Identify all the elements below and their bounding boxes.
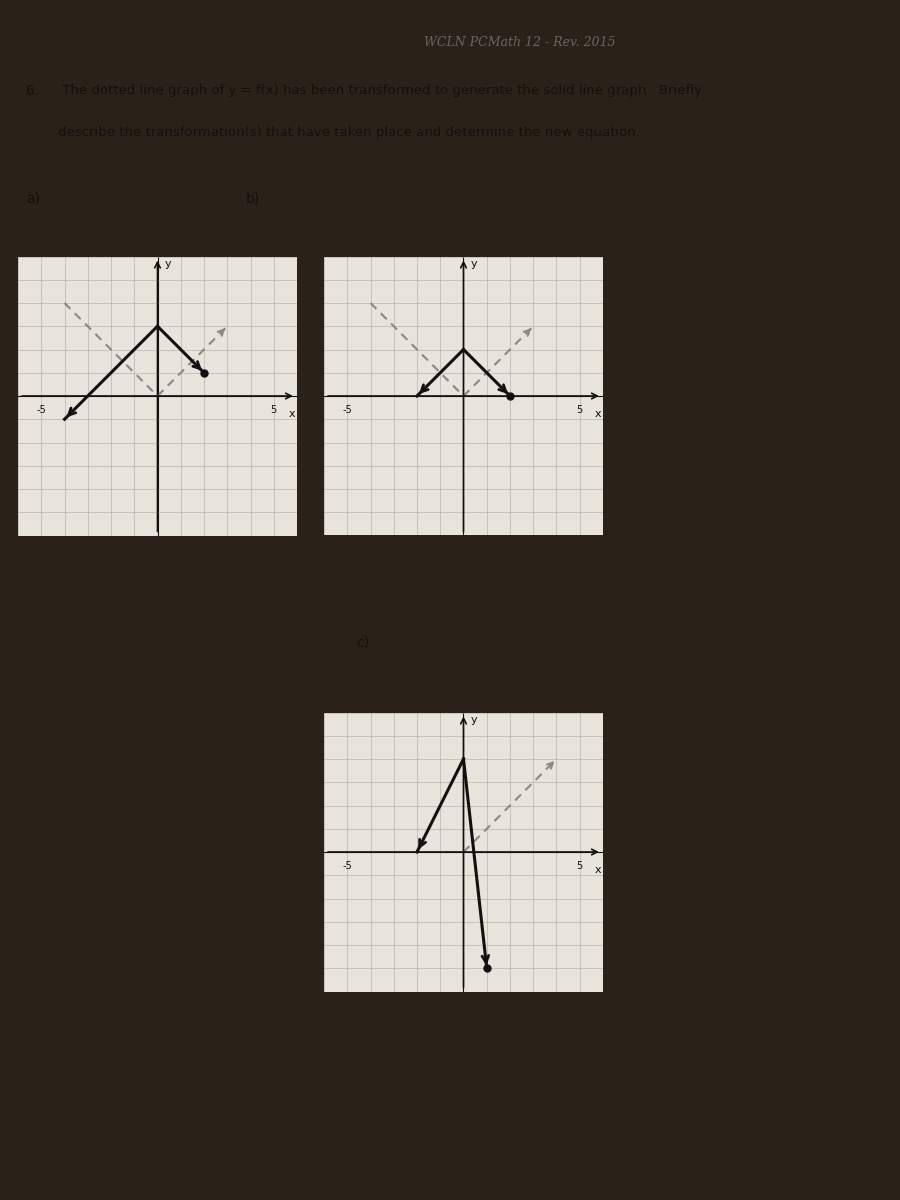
Text: 5: 5 xyxy=(577,406,583,415)
Text: b): b) xyxy=(247,192,260,206)
Text: x: x xyxy=(595,409,602,419)
Text: x: x xyxy=(595,865,602,875)
Text: -5: -5 xyxy=(342,862,352,871)
Text: x: x xyxy=(289,409,296,419)
Text: The dotted line graph of y = f(x) has been transformed to generate the solid lin: The dotted line graph of y = f(x) has be… xyxy=(58,84,702,97)
Text: 5: 5 xyxy=(577,862,583,871)
Text: a): a) xyxy=(26,192,40,206)
Text: y: y xyxy=(471,715,477,725)
Text: 5: 5 xyxy=(271,406,277,415)
Text: WCLN PCMath 12 - Rev. 2015: WCLN PCMath 12 - Rev. 2015 xyxy=(424,36,616,49)
Text: describe the transformation(s) that have taken place and determine the new equat: describe the transformation(s) that have… xyxy=(58,126,640,139)
Text: -5: -5 xyxy=(342,406,352,415)
Text: -5: -5 xyxy=(36,406,46,415)
Text: c): c) xyxy=(356,636,369,650)
Text: 6.: 6. xyxy=(26,84,40,98)
Text: y: y xyxy=(471,259,477,269)
Text: y: y xyxy=(165,259,171,269)
